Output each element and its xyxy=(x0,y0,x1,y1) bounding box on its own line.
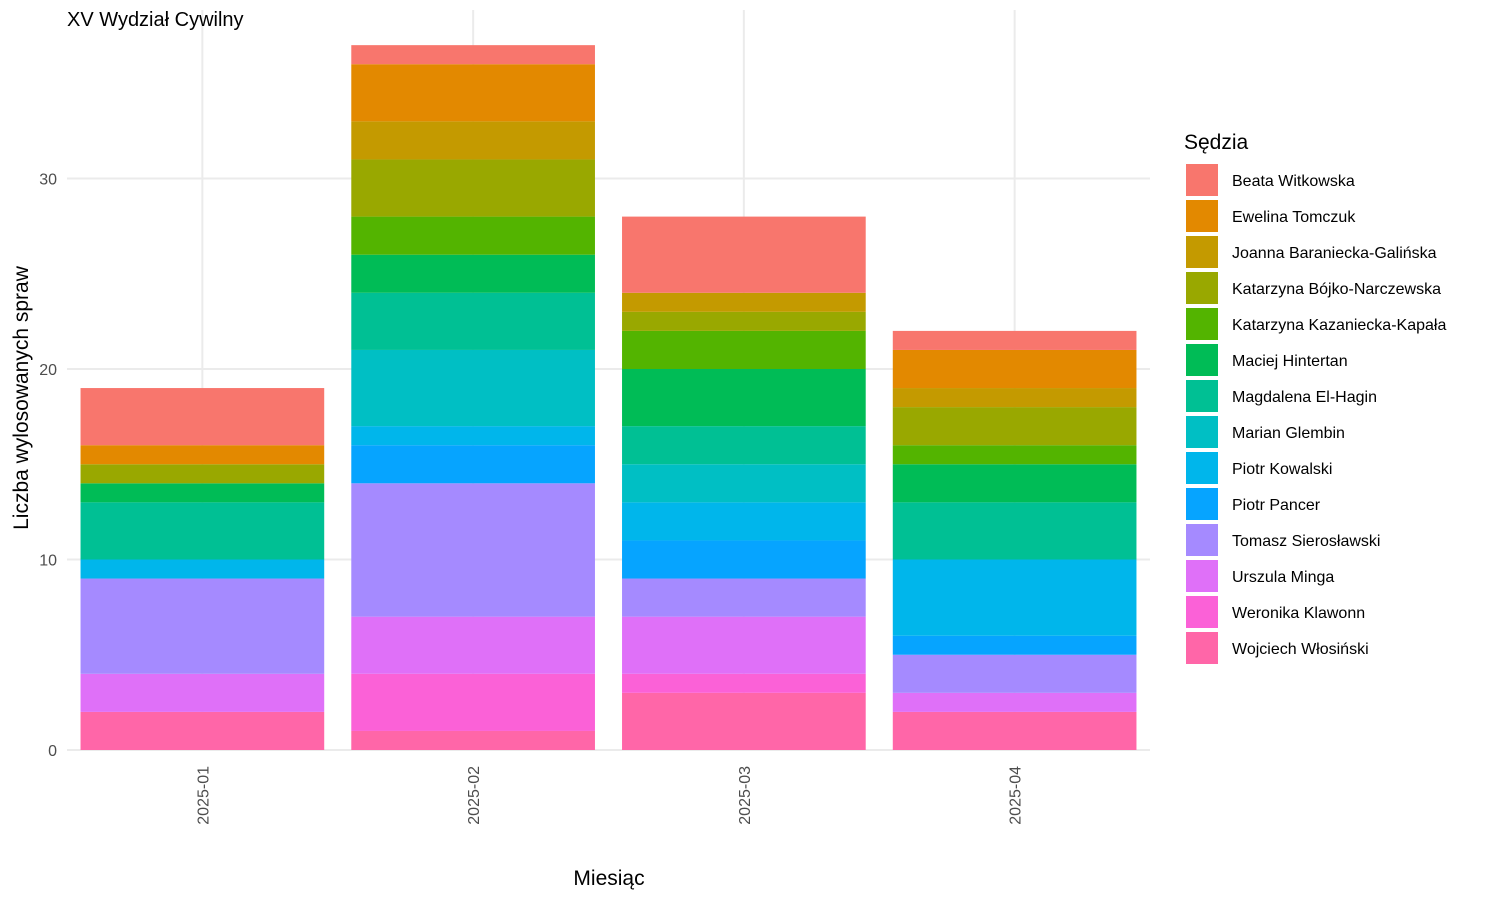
bar-segment xyxy=(351,426,595,446)
bar-segment xyxy=(80,445,325,465)
x-axis-title: Miesiąc xyxy=(573,867,644,890)
legend-label: Joanna Baraniecka-Galińska xyxy=(1232,245,1437,262)
bar-segment xyxy=(80,711,325,750)
bar-segment xyxy=(892,349,1137,389)
bar-segment xyxy=(80,464,325,484)
legend-label: Piotr Pancer xyxy=(1232,497,1321,514)
y-tick-label: 30 xyxy=(39,172,57,189)
legend-swatch xyxy=(1186,236,1218,268)
legend-swatch xyxy=(1186,416,1218,448)
legend-items: Beata Witkowska Ewelina Tomczuk Joanna Bar… xyxy=(1186,164,1446,664)
bar-segment xyxy=(80,578,325,674)
bar-segment xyxy=(892,692,1137,712)
legend-label: Maciej Hintertan xyxy=(1232,353,1348,370)
legend-label: Magdalena El-Hagin xyxy=(1232,389,1377,406)
y-axis-title: Liczba wylosowanych spraw xyxy=(10,265,33,530)
legend-label: Weronika Klawonn xyxy=(1232,605,1365,622)
bar-segment xyxy=(622,502,866,541)
bar-segment xyxy=(351,445,595,484)
legend-title: Sędzia xyxy=(1184,131,1249,154)
legend-label: Piotr Kowalski xyxy=(1232,461,1332,478)
y-tick-label: 10 xyxy=(39,553,57,570)
bar-segment xyxy=(351,216,595,255)
x-tick-label: 2025-04 xyxy=(1008,766,1025,825)
x-tick-label: 2025-01 xyxy=(195,766,212,825)
legend-swatch xyxy=(1186,488,1218,520)
legend-swatch xyxy=(1186,560,1218,592)
bar-segment xyxy=(892,502,1137,560)
bar-segment xyxy=(351,121,595,160)
bar-segment xyxy=(351,159,595,217)
bar-segment xyxy=(892,635,1137,655)
bar-segment xyxy=(351,64,595,122)
bar-segment xyxy=(80,559,325,579)
bar-segment xyxy=(80,483,325,503)
chart-title: XV Wydział Cywilny xyxy=(67,9,244,31)
bar-segment xyxy=(622,578,866,617)
legend-label: Ewelina Tomczuk xyxy=(1232,209,1356,226)
legend-swatch xyxy=(1186,308,1218,340)
legend-swatch xyxy=(1186,596,1218,628)
legend: Sędzia Beata Witkowska Ewelina Tomczuk Joa… xyxy=(1184,131,1446,664)
bar-segment xyxy=(351,292,595,350)
bar-segment xyxy=(351,673,595,731)
legend-label: Urszula Minga xyxy=(1232,569,1334,586)
bar-segment xyxy=(622,426,866,465)
bar-segment xyxy=(351,349,595,427)
bar-segment xyxy=(892,464,1137,503)
bar-segment xyxy=(892,654,1137,693)
bar-segment xyxy=(892,330,1137,350)
legend-swatch xyxy=(1186,344,1218,376)
legend-swatch xyxy=(1186,524,1218,556)
bar-segment xyxy=(622,311,866,331)
bar-segment xyxy=(892,711,1137,750)
bar-segment xyxy=(622,330,866,369)
y-tick-label: 20 xyxy=(39,362,57,379)
bar-segment xyxy=(351,616,595,674)
legend-swatch xyxy=(1186,200,1218,232)
bar-segment xyxy=(892,445,1137,465)
legend-swatch xyxy=(1186,380,1218,412)
bar-segment xyxy=(351,254,595,293)
x-tick-label: 2025-03 xyxy=(737,766,754,825)
bar-segment xyxy=(622,540,866,579)
legend-label: Beata Witkowska xyxy=(1232,173,1355,190)
legend-label: Katarzyna Bójko-Narczewska xyxy=(1232,281,1441,298)
bar-segment xyxy=(892,407,1137,446)
bar-segment xyxy=(351,483,595,617)
bar-segment xyxy=(351,730,595,750)
bar-segment xyxy=(80,502,325,560)
bar-segment xyxy=(622,292,866,312)
bar-segment xyxy=(622,464,866,503)
bar-segment xyxy=(622,369,866,427)
x-tick-labels: 2025-01 2025-02 2025-03 2025-04 xyxy=(195,766,1024,825)
bars-layer xyxy=(80,45,1137,750)
x-tick-label: 2025-02 xyxy=(466,766,483,825)
bar-segment xyxy=(80,673,325,712)
bar-segment xyxy=(622,692,866,750)
bar-segment xyxy=(622,673,866,693)
bar-segment xyxy=(351,45,595,65)
legend-swatch xyxy=(1186,632,1218,664)
y-tick-labels: 0 10 20 30 xyxy=(39,172,57,761)
bar-segment xyxy=(622,216,866,293)
bar-segment xyxy=(892,388,1137,408)
bar-segment xyxy=(80,388,325,446)
legend-label: Katarzyna Kazaniecka-Kapała xyxy=(1232,317,1446,334)
legend-label: Wojciech Włosiński xyxy=(1232,641,1369,658)
legend-swatch xyxy=(1186,452,1218,484)
legend-label: Marian Glembin xyxy=(1232,425,1345,442)
legend-swatch xyxy=(1186,272,1218,304)
bar-segment xyxy=(622,616,866,674)
legend-label: Tomasz Sierosławski xyxy=(1232,533,1380,550)
y-tick-label: 0 xyxy=(48,743,57,760)
bar-segment xyxy=(892,559,1137,636)
legend-swatch xyxy=(1186,164,1218,196)
